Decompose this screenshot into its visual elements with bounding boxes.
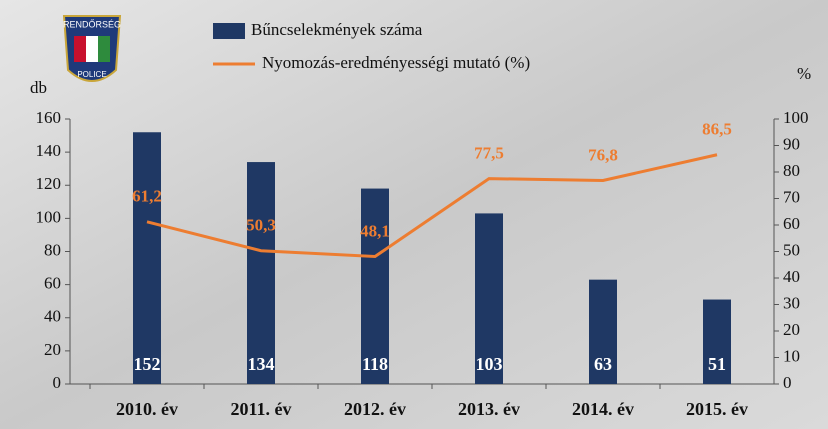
y-tick-label: 40 <box>44 307 61 326</box>
line-value-label: 61,2 <box>132 187 162 206</box>
bar-value-label: 118 <box>362 354 388 374</box>
legend-swatch <box>213 23 245 39</box>
logo-flag <box>86 36 98 62</box>
logo: RENDŐRSÉG POLICE <box>62 15 122 82</box>
y2-tick-label: 90 <box>783 134 800 153</box>
bar-value-label: 51 <box>708 354 726 374</box>
y-axis-label: db <box>30 78 47 97</box>
y2-tick-label: 80 <box>783 161 800 180</box>
y2-tick-label: 10 <box>783 346 800 365</box>
bar-value-label: 63 <box>594 354 612 374</box>
y2-tick-label: 0 <box>783 373 792 392</box>
bar <box>475 213 503 384</box>
y-tick-label: 160 <box>36 108 62 127</box>
bar-value-label: 103 <box>476 354 503 374</box>
bar-value-label: 152 <box>134 354 161 374</box>
bar <box>703 299 731 384</box>
y-tick-label: 100 <box>36 207 62 226</box>
bar-value-label: 134 <box>248 354 275 374</box>
line-value-label: 50,3 <box>246 216 276 235</box>
x-tick-label: 2014. év <box>572 399 634 419</box>
y2-tick-label: 60 <box>783 214 800 233</box>
y2-tick-label: 50 <box>783 240 800 259</box>
line <box>146 153 718 259</box>
y2-tick-label: 40 <box>783 267 800 286</box>
y-tick-label: 140 <box>36 141 62 160</box>
x-tick-label: 2010. év <box>116 399 178 419</box>
bar <box>361 188 389 384</box>
y-tick-label: 80 <box>44 240 61 259</box>
legend-label: Nyomozás-eredményességi mutató (%) <box>262 53 530 72</box>
y2-tick-label: 100 <box>783 108 809 127</box>
logo-flag <box>98 36 110 62</box>
bar <box>589 279 617 384</box>
x-tick-label: 2011. év <box>231 399 292 419</box>
logo-text: RENDŐRSÉG <box>63 19 121 29</box>
line-value-label: 76,8 <box>588 145 618 164</box>
y2-tick-label: 70 <box>783 187 800 206</box>
x-tick-label: 2013. év <box>458 399 520 419</box>
y-tick-label: 120 <box>36 174 62 193</box>
line-value-label: 77,5 <box>474 144 504 163</box>
logo-text: POLICE <box>77 70 106 79</box>
y-tick-label: 0 <box>53 373 62 392</box>
y2-tick-label: 20 <box>783 320 800 339</box>
bar <box>133 132 161 384</box>
line-value-label: 86,5 <box>702 120 732 139</box>
line-value-label: 48,1 <box>360 221 390 240</box>
x-tick-label: 2012. év <box>344 399 406 419</box>
x-tick-label: 2015. év <box>686 399 748 419</box>
bar <box>247 162 275 384</box>
y2-tick-label: 30 <box>783 293 800 312</box>
y-tick-label: 60 <box>44 274 61 293</box>
legend-label: Bűncselekmények száma <box>251 20 423 39</box>
logo-flag <box>74 36 86 62</box>
y-tick-label: 20 <box>44 340 61 359</box>
y2-axis-label: % <box>797 64 811 83</box>
